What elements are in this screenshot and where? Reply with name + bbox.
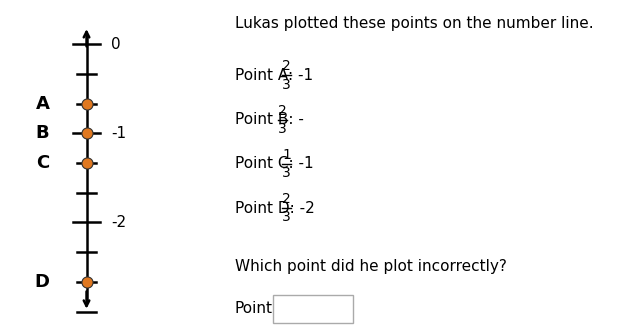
Text: -1: -1 (111, 126, 126, 141)
Text: 3: 3 (282, 211, 291, 224)
Text: 3: 3 (282, 166, 291, 180)
Text: 1: 1 (282, 148, 291, 162)
Text: C: C (36, 154, 49, 172)
Text: 2: 2 (282, 192, 291, 206)
Text: Point: Point (235, 301, 273, 316)
Text: -2: -2 (111, 215, 126, 230)
Text: A: A (36, 94, 49, 113)
Text: Point B: -: Point B: - (235, 112, 303, 127)
Text: Point A: -1: Point A: -1 (235, 68, 313, 83)
Text: 2: 2 (282, 59, 291, 73)
Text: 3: 3 (278, 122, 287, 136)
Text: Point D: -2: Point D: -2 (235, 201, 315, 216)
Text: 3: 3 (282, 78, 291, 92)
Bar (273, 295, 353, 323)
Text: 2: 2 (278, 104, 287, 117)
Text: Point C: -1: Point C: -1 (235, 156, 313, 172)
Text: 0: 0 (111, 37, 121, 51)
Text: Lukas plotted these points on the number line.: Lukas plotted these points on the number… (235, 16, 593, 31)
Text: B: B (36, 124, 49, 142)
Text: Which point did he plot incorrectly?: Which point did he plot incorrectly? (235, 259, 507, 274)
Text: D: D (35, 273, 49, 291)
